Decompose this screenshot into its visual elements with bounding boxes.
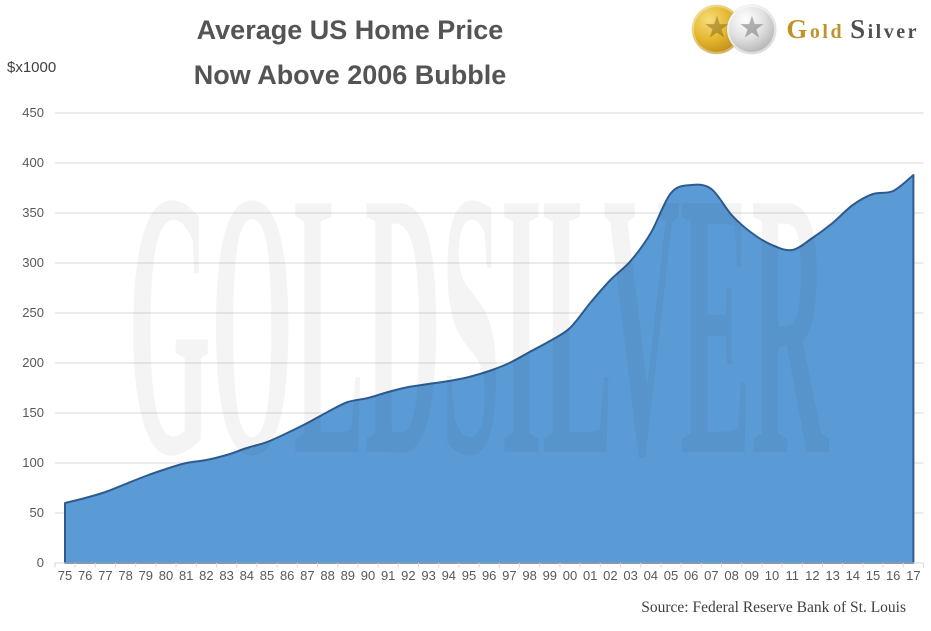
x-tick-label: 83 — [219, 568, 234, 583]
chart-title-line1: Average US Home Price — [196, 15, 504, 45]
axis-ticks — [54, 562, 924, 568]
x-tick-label: 86 — [279, 568, 295, 583]
y-tick-label: 450 — [22, 105, 44, 120]
x-tick-label: 16 — [885, 568, 901, 583]
x-tick-label: 90 — [360, 568, 376, 583]
x-tick-label: 03 — [623, 568, 638, 583]
x-tick-label: 13 — [825, 568, 840, 583]
x-tick-label: 75 — [57, 568, 73, 583]
x-tick-label: 04 — [643, 568, 659, 583]
brand-wordmark: Gold Silver — [786, 14, 919, 45]
x-tick-label: 93 — [421, 568, 436, 583]
x-tick-label: 95 — [461, 568, 477, 583]
x-tick-label: 08 — [724, 568, 739, 583]
x-tick-label: 91 — [380, 568, 396, 583]
x-tick-label: 99 — [542, 568, 558, 583]
y-tick-label: 200 — [22, 355, 44, 370]
x-tick-label: 07 — [704, 568, 719, 583]
x-tick-label: 84 — [239, 568, 255, 583]
x-tick-label: 76 — [77, 568, 93, 583]
x-tick-label: 78 — [118, 568, 133, 583]
x-tick-label: 14 — [845, 568, 861, 583]
y-tick-label: 150 — [22, 405, 44, 420]
x-tick-label: 06 — [683, 568, 699, 583]
x-tick-label: 17 — [906, 568, 921, 583]
x-tick-label: 81 — [178, 568, 194, 583]
brand-gold-text: Gold — [786, 13, 845, 44]
x-tick-label: 15 — [865, 568, 881, 583]
watermark-text: GOLDSILVER — [128, 114, 829, 535]
x-tick-label: 79 — [138, 568, 154, 583]
x-tick-label: 98 — [522, 568, 537, 583]
x-tick-label: 92 — [401, 568, 416, 583]
chart-title: Average US Home Price Now Above 2006 Bub… — [120, 8, 580, 98]
x-tick-label: 11 — [785, 568, 799, 583]
x-tick-label: 12 — [805, 568, 820, 583]
silver-coin-icon: ★ — [727, 4, 777, 54]
area-series — [64, 174, 915, 564]
x-tick-label: 02 — [603, 568, 618, 583]
x-tick-label: 77 — [98, 568, 113, 583]
x-tick-label: 80 — [158, 568, 174, 583]
y-tick-label: 0 — [36, 555, 44, 570]
x-tick-label: 88 — [320, 568, 335, 583]
y-axis-unit-label: $x1000 — [7, 59, 57, 76]
y-tick-label: 400 — [22, 155, 44, 170]
x-tick-label: 01 — [582, 568, 598, 583]
x-tick-label: 87 — [300, 568, 315, 583]
y-tick-label: 250 — [22, 305, 44, 320]
x-tick-label: 00 — [562, 568, 578, 583]
x-tick-label: 97 — [502, 568, 517, 583]
y-tick-label: 50 — [29, 505, 44, 520]
x-tick-label: 10 — [764, 568, 780, 583]
goldsilver-logo: ★ ★ Gold Silver — [692, 3, 919, 55]
x-tick-label: 05 — [663, 568, 679, 583]
x-tick-label: 82 — [199, 568, 214, 583]
x-tick-label: 94 — [441, 568, 457, 583]
chart-title-line2: Now Above 2006 Bubble — [193, 60, 507, 90]
y-tick-label: 300 — [22, 255, 44, 270]
brand-silver-text: Silver — [850, 13, 919, 44]
y-tick-label: 350 — [22, 205, 44, 220]
y-tick-label: 100 — [22, 455, 44, 470]
x-tick-label: 96 — [481, 568, 497, 583]
x-tick-label: 09 — [744, 568, 760, 583]
x-tick-label: 89 — [340, 568, 356, 583]
source-caption: Source: Federal Reserve Bank of St. Loui… — [641, 599, 906, 616]
x-tick-label: 85 — [259, 568, 275, 583]
